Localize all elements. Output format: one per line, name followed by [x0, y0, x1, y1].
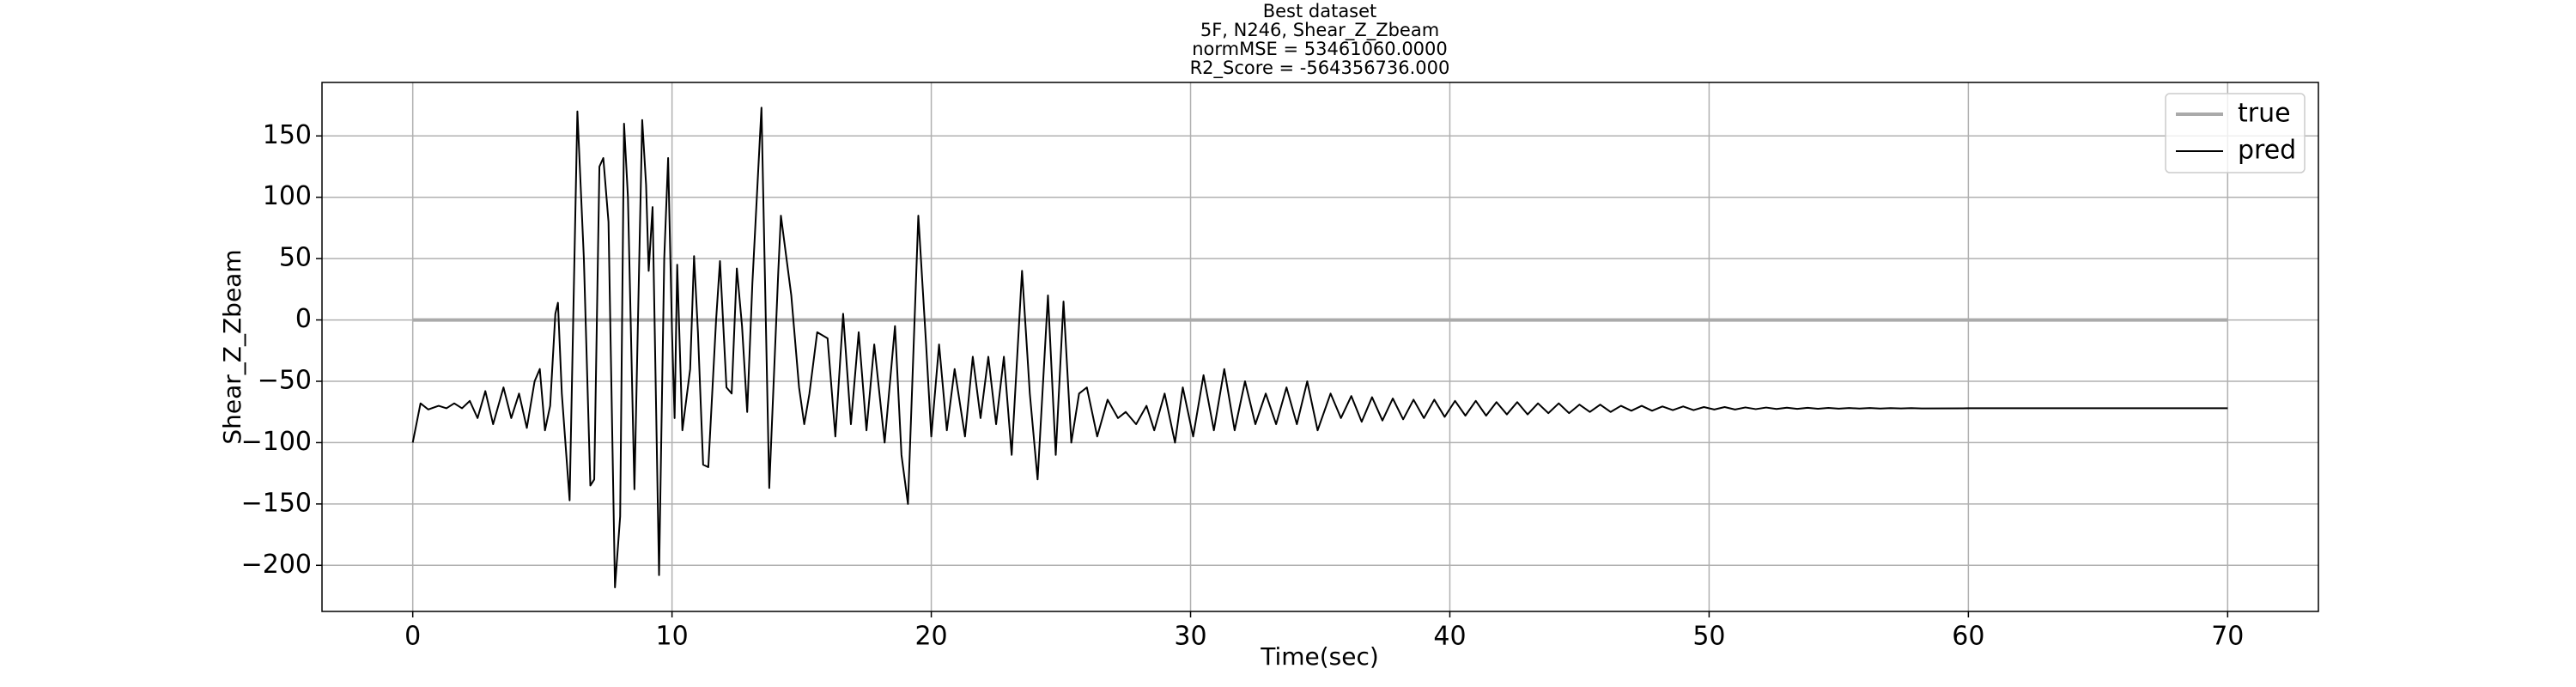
y-tick-label: −100: [241, 427, 312, 457]
x-tick-label: 10: [656, 622, 689, 652]
y-tick-label: −200: [241, 550, 312, 580]
x-tick-label: 50: [1692, 622, 1725, 652]
chart-title: normMSE = 53461060.0000: [1192, 39, 1448, 59]
data-line: [411, 106, 2228, 588]
x-tick-label: 0: [404, 622, 421, 652]
x-axis-label: Time(sec): [1260, 642, 1379, 671]
x-tick-label: 20: [914, 622, 947, 652]
plot-frame: [321, 82, 2319, 612]
legend-label: true: [2238, 99, 2291, 129]
chart-title: Best dataset: [1263, 1, 1377, 21]
y-axis-label: Shear_Z_Zbeam: [218, 249, 246, 444]
chart-title: R2_Score = -564356736.000: [1190, 58, 1450, 79]
y-tick-label: 150: [263, 120, 312, 150]
y-tick-label: −50: [258, 366, 312, 396]
chart-title: 5F, N246, Shear_Z_Zbeam: [1200, 20, 1439, 41]
x-tick-label: 30: [1174, 622, 1206, 652]
y-tick-label: 100: [263, 181, 312, 211]
y-tick-label: −150: [241, 488, 312, 518]
y-tick-label: 50: [279, 243, 312, 273]
y-tick-label: 0: [295, 304, 312, 334]
legend-label: pred: [2238, 136, 2296, 166]
x-tick-label: 60: [1952, 622, 1984, 652]
x-tick-label: 40: [1433, 622, 1466, 652]
x-tick-label: 70: [2211, 622, 2244, 652]
